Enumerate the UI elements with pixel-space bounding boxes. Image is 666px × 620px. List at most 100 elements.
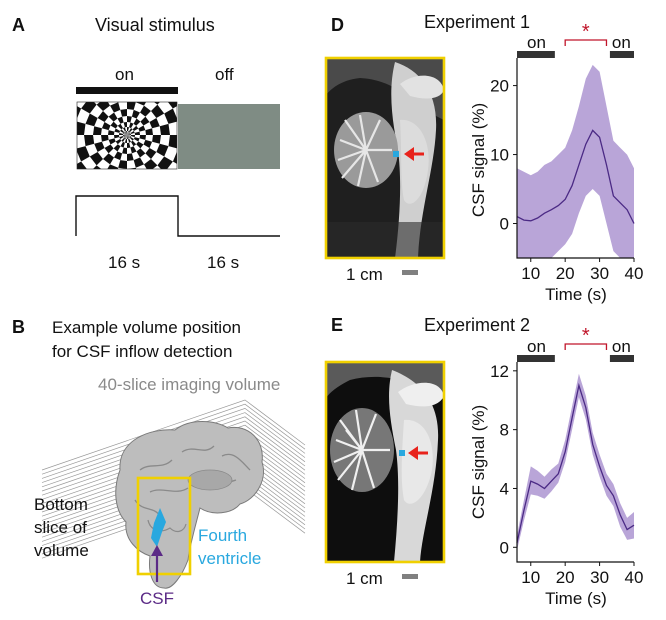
checker-cell (117, 123, 123, 130)
roi-marker-d (393, 151, 399, 157)
x-tick-label: 20 (556, 264, 575, 283)
checker-cell (113, 177, 127, 189)
checker-cell (123, 122, 127, 128)
mri-frame-d (324, 56, 446, 260)
checker-cell (120, 129, 125, 133)
red-arrow-d (404, 147, 414, 161)
volume-slice (41, 399, 306, 471)
fourth-ventricle-marker (151, 508, 166, 547)
off-duration-label: 16 s (207, 253, 239, 272)
panel-a-letter: A (12, 15, 25, 35)
stimulus-timing-trace (75, 195, 280, 237)
checker-cell (144, 191, 167, 212)
checker-cell (157, 156, 173, 169)
checker-cell (129, 128, 133, 133)
checker-cell (130, 146, 137, 154)
on-block (609, 51, 634, 58)
checker-cell (81, 102, 97, 114)
checker-cell (167, 102, 177, 109)
checker-cell (127, 127, 130, 132)
checker-cell (123, 133, 127, 135)
checker-cell (138, 172, 153, 186)
checker-cell (140, 105, 151, 117)
volume-slice (41, 412, 306, 483)
checker-cell (127, 135, 128, 139)
volume-slice (41, 420, 306, 492)
checker-cell (106, 198, 127, 215)
ylabel-1: CSF signal (%) (469, 103, 488, 217)
confidence-band-1 (517, 64, 634, 259)
x-tick-label: 30 (590, 568, 609, 587)
checker-cell (127, 132, 131, 135)
checker-cell (145, 148, 157, 159)
checker-cell (50, 152, 71, 175)
volume-slice (41, 424, 306, 496)
checker-cell (129, 137, 134, 141)
significance-bracket (564, 343, 608, 350)
checker-cell (120, 109, 127, 117)
checker-cell (89, 152, 103, 166)
checker-cell (144, 159, 158, 169)
checker-cell (133, 118, 141, 126)
y-tick-label: 20 (490, 77, 509, 96)
panel-e-letter: E (331, 315, 343, 335)
checker-cell (160, 66, 184, 89)
stimulus-off-label: off (215, 65, 234, 84)
checker-cell (154, 173, 174, 192)
checker-cell (84, 135, 95, 147)
checker-cell (110, 121, 118, 129)
roi-yellow-box (136, 476, 192, 576)
checker-cell (110, 102, 121, 113)
checker-cell (125, 135, 127, 139)
checker-cell (127, 134, 131, 135)
on-block-label: on (527, 337, 546, 356)
fourth-ventricle-label-line2: ventricle (198, 549, 261, 568)
scale-bar-e (402, 574, 418, 579)
checker-cell (70, 181, 94, 204)
checker-cell (114, 128, 121, 133)
y-tick-label: 0 (500, 215, 509, 234)
checker-cell (152, 135, 161, 144)
gray-blank-screen (178, 104, 280, 169)
y-tick-label: 10 (490, 146, 509, 165)
checker-cell (114, 135, 120, 139)
panel-d-letter: D (331, 15, 344, 35)
checker-cell (104, 144, 114, 154)
checker-cell (151, 104, 165, 118)
bottom-slice-label-line3: volume (34, 541, 89, 560)
ylabel-2: CSF signal (%) (469, 405, 488, 519)
checker-cell (139, 135, 146, 140)
checker-cell (136, 148, 146, 158)
panel-b-title-line2: for CSF inflow detection (52, 342, 232, 361)
scale-label-e: 1 cm (346, 569, 383, 588)
x-tick-label: 40 (625, 264, 644, 283)
checker-cell (124, 138, 127, 143)
panel-d: D Experiment 1 1 cm 10 20 30 40 0 10 20 on on (324, 12, 643, 304)
panel-a-title: Visual stimulus (95, 15, 215, 35)
on-duration-label: 16 s (108, 253, 140, 272)
checker-cell (101, 122, 111, 131)
checker-cell (94, 141, 105, 152)
checker-cell (126, 131, 127, 135)
checker-cell (95, 181, 114, 198)
checker-cell (114, 151, 123, 161)
panel-b: B Example volume position for CSF inflow… (12, 317, 306, 608)
checker-cell (77, 146, 90, 162)
chart-experiment-1: 10 20 30 40 0 10 20 on on * CSF signal (%) Time… (469, 21, 643, 304)
checker-cell (128, 138, 131, 143)
mri-frame-e (324, 360, 446, 564)
checker-cell (127, 135, 131, 137)
checker-cell (127, 186, 144, 200)
xlabel-1: Time (s) (545, 285, 607, 304)
checker-cell (121, 137, 125, 142)
checker-cell (119, 136, 124, 139)
checker-cell (127, 135, 130, 139)
on-period-bar (76, 87, 178, 94)
confidence-band-2 (517, 373, 634, 551)
panel-b-title-line1: Example volume position (52, 318, 241, 337)
checker-cell (107, 164, 119, 169)
checker-cell (120, 141, 125, 148)
y-tick-label: 4 (500, 479, 509, 498)
on-block-label: on (527, 33, 546, 52)
